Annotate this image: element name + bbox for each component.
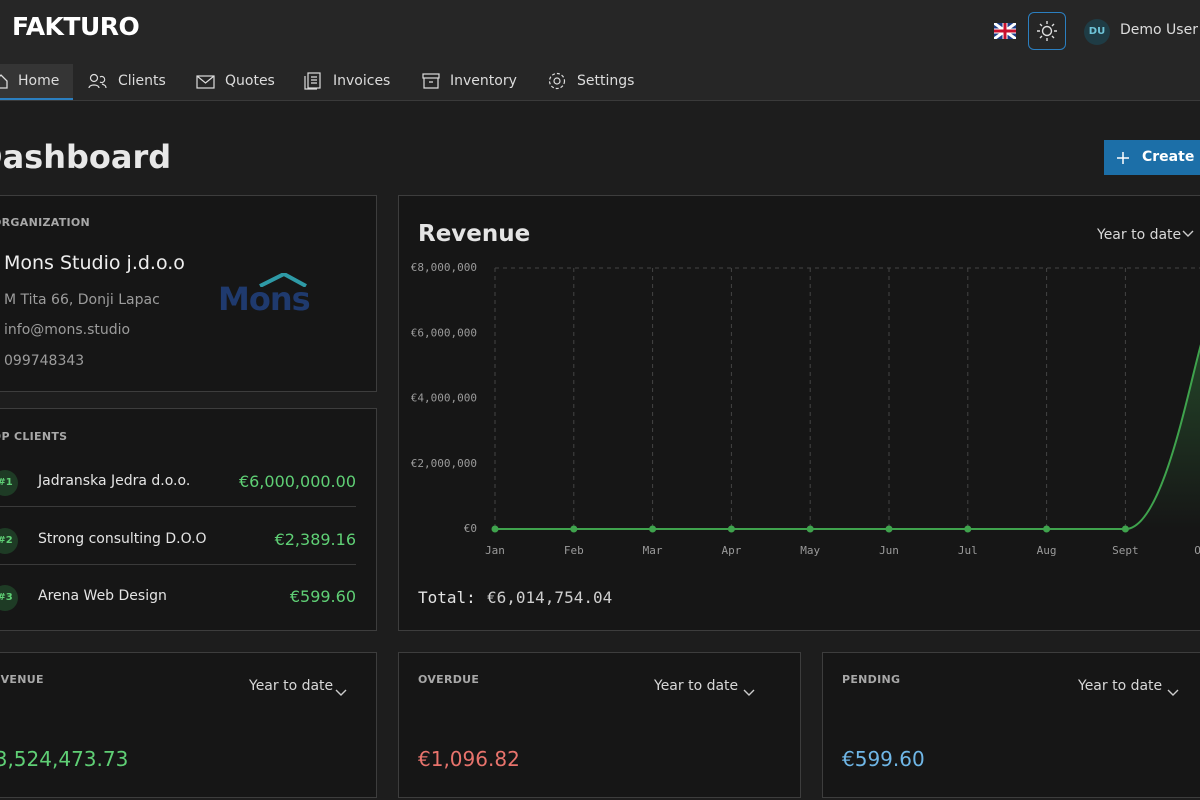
- card-label: TOP CLIENTS: [0, 430, 68, 443]
- nav-item[interactable]: Quotes: [225, 73, 275, 89]
- period-select[interactable]: Year to date: [654, 678, 739, 694]
- point: [727, 525, 735, 533]
- summary-card: [822, 652, 1200, 798]
- client-name: Jadranska Jedra d.o.o.: [38, 473, 191, 489]
- summary-card: [0, 652, 377, 798]
- language-flag[interactable]: [994, 23, 1016, 39]
- logo[interactable]: FAKTURO: [12, 12, 140, 41]
- theme-toggle[interactable]: [1028, 12, 1066, 50]
- card-label: PENDING: [842, 673, 901, 686]
- org-name: Mons Studio j.d.o.o: [4, 252, 185, 274]
- nav-item[interactable]: Home: [18, 73, 60, 89]
- y-tick-label: €8,000,000: [411, 261, 477, 274]
- y-tick-label: €6,000,000: [411, 326, 477, 339]
- settings-icon: [548, 72, 566, 90]
- x-tick-label: Jul: [958, 544, 978, 557]
- chevron: [335, 689, 347, 696]
- chart-title: Revenue: [418, 221, 531, 247]
- x-tick-label: Sept: [1112, 544, 1139, 557]
- org-phone: 099748343: [4, 353, 85, 369]
- summary-card: [398, 652, 801, 798]
- point: [1121, 525, 1129, 533]
- nav-item[interactable]: Inventory: [450, 73, 517, 89]
- nav-item[interactable]: Invoices: [333, 73, 391, 89]
- page-title: Dashboard: [0, 138, 172, 176]
- point: [1043, 525, 1051, 533]
- nav-active: [0, 64, 73, 100]
- client-amount: €599.60: [289, 587, 356, 606]
- create-label: Create: [1142, 149, 1195, 165]
- summary-amount: €599.60: [842, 747, 925, 771]
- organization-card: [0, 195, 377, 392]
- card-label: ORGANIZATION: [0, 216, 91, 229]
- client-name: Arena Web Design: [38, 588, 167, 604]
- point: [570, 525, 578, 533]
- client-amount: €2,389.16: [274, 529, 356, 549]
- nav-item[interactable]: Settings: [577, 73, 635, 89]
- summary-amount: €3,524,473.73: [0, 747, 129, 771]
- x-tick-label: Jan: [485, 544, 505, 557]
- x-tick-label: Feb: [564, 544, 584, 557]
- x-tick-label: Jun: [879, 544, 899, 557]
- rank-badge: #3: [0, 585, 18, 611]
- top-clients-card: [0, 408, 377, 631]
- period-select[interactable]: Year to date: [1078, 678, 1163, 694]
- x-tick-label: Mar: [643, 544, 663, 557]
- user-name[interactable]: Demo User: [1120, 22, 1198, 38]
- card-label: OVERDUE: [418, 673, 480, 686]
- sun-icon: [1037, 21, 1057, 41]
- y-tick-label: €2,000,000: [411, 457, 477, 470]
- avatar[interactable]: DU: [1084, 19, 1110, 45]
- top-bar: [0, 0, 1200, 101]
- point: [964, 525, 972, 533]
- logo-roof: [259, 273, 307, 287]
- nav-item[interactable]: Clients: [118, 73, 166, 89]
- card-label: REVENUE: [0, 673, 44, 686]
- y-tick-label: €0: [464, 522, 477, 535]
- period-select[interactable]: Year to date: [1097, 227, 1182, 243]
- line: [495, 343, 1200, 530]
- total-value: €6,014,754.04: [487, 588, 613, 607]
- rank-badge: #2: [0, 527, 18, 554]
- chevron-wrap: [743, 682, 755, 696]
- x-tick-label: Apr: [721, 544, 741, 557]
- home-icon: [0, 74, 8, 89]
- org-email: info@mons.studio: [4, 322, 131, 338]
- chevron: [1182, 230, 1194, 237]
- chevron-wrap: [1167, 682, 1179, 696]
- rank-badge: #1: [0, 470, 18, 496]
- point: [649, 525, 657, 533]
- client-name: Strong consulting D.O.O: [38, 530, 207, 547]
- chevron: [1167, 689, 1179, 696]
- point: [885, 525, 893, 533]
- org-address: M Tita 66, Donji Lapac: [4, 292, 160, 308]
- create-button[interactable]: Create: [1104, 140, 1200, 175]
- client-amount: €6,000,000.00: [238, 472, 356, 491]
- row-divider: [0, 563, 356, 565]
- total-label: Total:: [418, 588, 476, 607]
- clients-icon: [88, 73, 107, 89]
- x-tick-label: May: [800, 544, 820, 557]
- chevron-wrap: [335, 682, 347, 696]
- area: [495, 347, 1200, 529]
- period-select[interactable]: Year to date: [249, 678, 334, 694]
- inventory-icon: [422, 73, 440, 89]
- point: [491, 525, 499, 533]
- y-tick-label: €4,000,000: [411, 392, 477, 405]
- quotes-icon: [196, 75, 215, 89]
- x-tick-label: Oct: [1194, 544, 1200, 557]
- chevron: [743, 689, 755, 696]
- org-logo: Mons: [218, 280, 311, 318]
- plus-icon: [1117, 152, 1129, 164]
- x-tick-label: Aug: [1037, 544, 1057, 557]
- row-divider: [0, 506, 356, 507]
- point: [806, 525, 814, 533]
- summary-amount: €1,096.82: [418, 747, 520, 771]
- invoices-icon: [304, 72, 321, 90]
